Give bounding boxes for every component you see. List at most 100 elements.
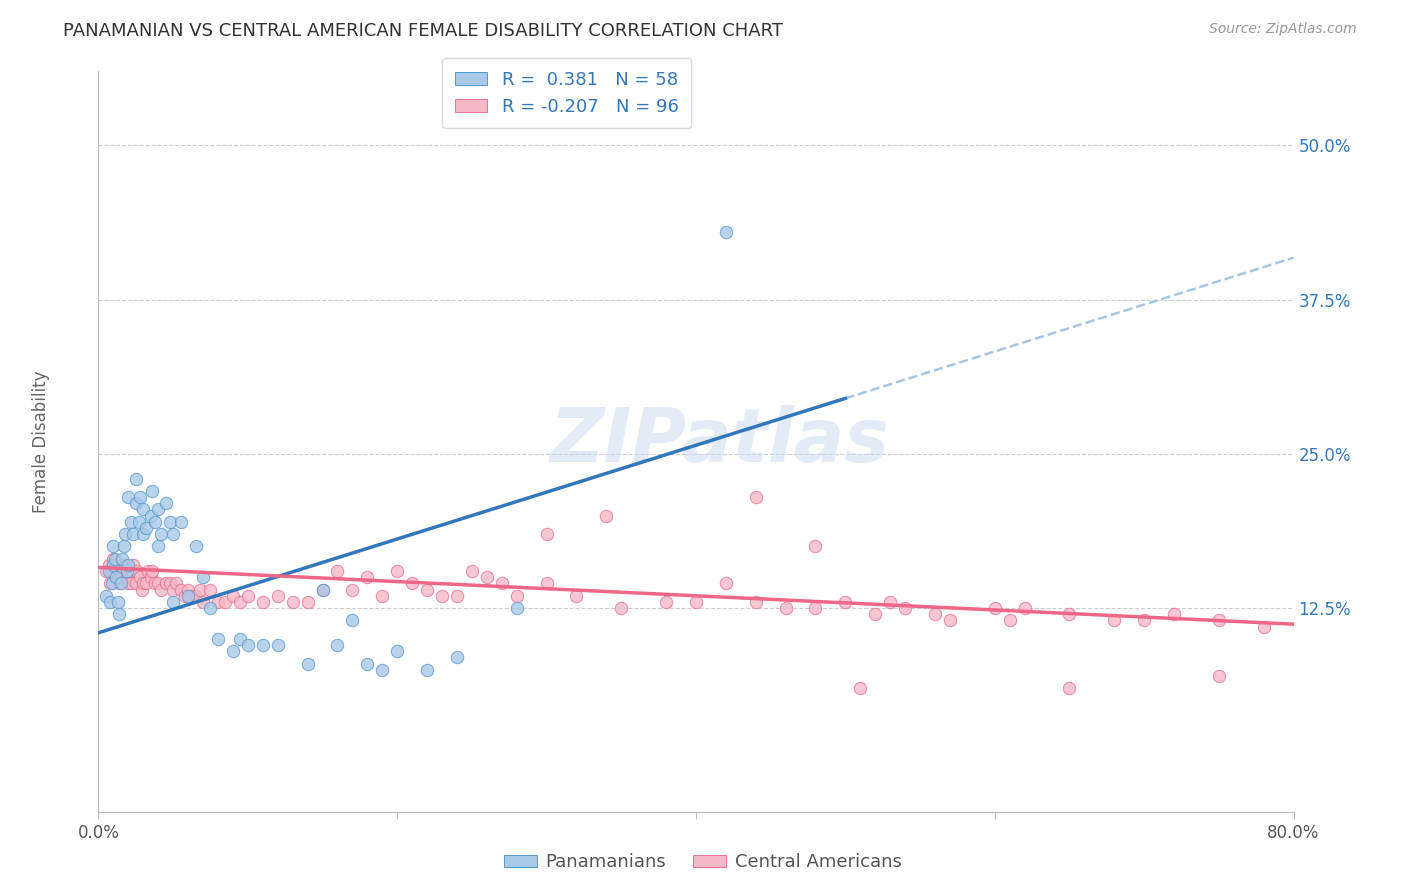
Point: [162, 595, 184, 609]
Point: [1133, 614, 1156, 628]
Point: [103, 540, 125, 554]
Point: [159, 515, 181, 529]
Point: [107, 595, 129, 609]
Point: [745, 490, 768, 504]
Point: [117, 490, 139, 504]
Point: [98, 576, 122, 591]
Point: [184, 589, 207, 603]
Point: [108, 576, 131, 591]
Point: [297, 595, 319, 609]
Point: [200, 582, 222, 597]
Point: [155, 496, 177, 510]
Point: [155, 576, 177, 591]
Point: [1208, 669, 1230, 683]
Point: [127, 564, 149, 578]
Point: [491, 576, 513, 591]
Point: [714, 576, 737, 591]
Point: [565, 589, 588, 603]
Point: [125, 576, 148, 591]
Point: [112, 564, 135, 578]
Point: [475, 570, 498, 584]
Point: [103, 558, 125, 572]
Point: [136, 564, 159, 578]
Point: [311, 582, 333, 597]
Point: [103, 551, 125, 566]
Point: [139, 508, 162, 523]
Point: [128, 515, 150, 529]
Point: [105, 570, 128, 584]
Point: [125, 471, 148, 485]
Point: [105, 558, 128, 572]
Point: [159, 576, 181, 591]
Point: [101, 564, 124, 578]
Point: [111, 551, 134, 566]
Point: [112, 540, 135, 554]
Point: [1253, 619, 1275, 633]
Point: [115, 570, 138, 584]
Point: [1014, 601, 1036, 615]
Point: [111, 570, 134, 584]
Point: [188, 582, 211, 597]
Point: [129, 570, 152, 584]
Point: [714, 225, 737, 239]
Point: [939, 614, 962, 628]
Point: [98, 595, 122, 609]
Point: [110, 564, 132, 578]
Point: [143, 515, 166, 529]
Point: [311, 582, 333, 597]
Point: [141, 483, 163, 498]
Point: [834, 595, 856, 609]
Point: [169, 582, 191, 597]
Point: [229, 632, 252, 646]
Point: [356, 657, 378, 671]
Point: [120, 576, 142, 591]
Point: [924, 607, 946, 622]
Point: [326, 638, 349, 652]
Point: [132, 527, 155, 541]
Point: [506, 589, 529, 603]
Point: [94, 589, 117, 603]
Point: [150, 582, 173, 597]
Point: [165, 576, 187, 591]
Point: [595, 508, 617, 523]
Point: [177, 582, 200, 597]
Point: [174, 589, 197, 603]
Point: [342, 614, 364, 628]
Point: [135, 576, 157, 591]
Point: [101, 576, 124, 591]
Point: [143, 576, 166, 591]
Point: [371, 663, 394, 677]
Point: [135, 521, 157, 535]
Point: [655, 595, 678, 609]
Point: [385, 564, 409, 578]
Point: [184, 540, 207, 554]
Text: PANAMANIAN VS CENTRAL AMERICAN FEMALE DISABILITY CORRELATION CHART: PANAMANIAN VS CENTRAL AMERICAN FEMALE DI…: [63, 22, 783, 40]
Point: [998, 614, 1021, 628]
Point: [1208, 614, 1230, 628]
Point: [984, 601, 1007, 615]
Point: [506, 601, 529, 615]
Point: [236, 589, 259, 603]
Point: [267, 638, 290, 652]
Point: [416, 582, 439, 597]
Text: ZIPatlas: ZIPatlas: [550, 405, 890, 478]
Point: [108, 607, 131, 622]
Point: [461, 564, 484, 578]
Point: [114, 527, 136, 541]
Point: [125, 496, 148, 510]
Point: [180, 589, 202, 603]
Point: [775, 601, 797, 615]
Point: [401, 576, 423, 591]
Point: [150, 527, 173, 541]
Point: [148, 576, 170, 591]
Point: [141, 564, 163, 578]
Point: [162, 582, 184, 597]
Point: [446, 650, 468, 665]
Point: [139, 570, 162, 584]
Point: [536, 527, 558, 541]
Point: [132, 502, 155, 516]
Point: [222, 589, 245, 603]
Point: [236, 638, 259, 652]
Point: [804, 601, 827, 615]
Point: [297, 657, 319, 671]
